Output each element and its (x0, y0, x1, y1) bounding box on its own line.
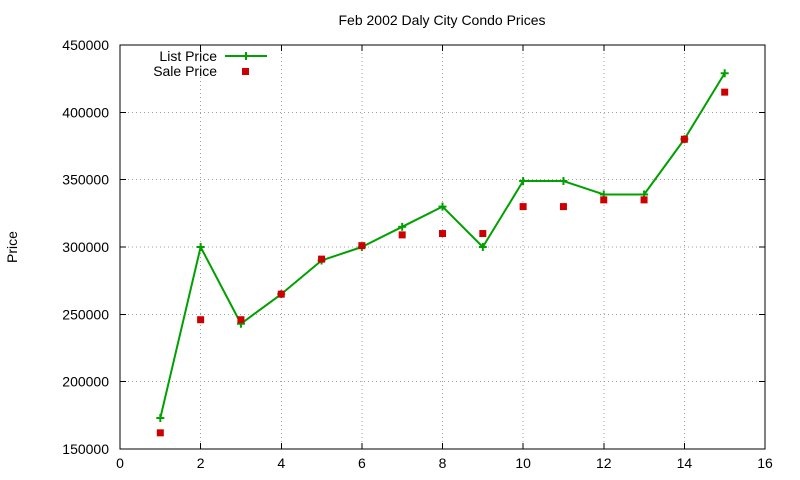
data-point-sale-price (318, 255, 326, 263)
data-point-sale-price (277, 290, 285, 298)
data-point-sale-price (559, 203, 567, 211)
data-point-sale-price (721, 88, 729, 96)
data-point-sale-price (439, 230, 446, 238)
y-tick-label: 300000 (62, 239, 109, 255)
legend-label-list-price: List Price (159, 48, 217, 64)
x-tick-label: 6 (358, 455, 366, 471)
x-tick-label: 12 (596, 455, 612, 471)
data-point-sale-price (398, 231, 406, 239)
data-point-sale-price (237, 316, 245, 324)
x-tick-label: 0 (116, 455, 124, 471)
data-point-list-price (196, 243, 205, 251)
x-tick-label: 10 (515, 455, 531, 471)
y-axis-label: Price (4, 231, 20, 263)
data-point-list-price (559, 177, 568, 186)
data-point-list-price (720, 69, 729, 78)
data-point-list-price (438, 202, 447, 211)
y-tick-label: 350000 (62, 172, 109, 188)
data-point-sale-price (600, 196, 608, 204)
data-point-sale-price (358, 242, 366, 250)
axis-ticks (119, 44, 766, 450)
x-tick-label: 14 (677, 455, 693, 471)
data-point-sale-price (640, 196, 648, 204)
data-point-list-price (478, 243, 487, 251)
chart-title: Feb 2002 Daly City Condo Prices (339, 12, 546, 28)
x-tick-label: 2 (197, 455, 205, 471)
legend-marker-list-price (242, 52, 250, 60)
y-tick-label: 450000 (62, 37, 109, 53)
plot-series (156, 69, 729, 437)
data-point-sale-price (156, 429, 164, 437)
y-tick-label: 400000 (62, 104, 109, 120)
data-point-list-price (519, 177, 528, 186)
data-point-list-price (156, 414, 165, 423)
grid (120, 45, 765, 449)
x-tick-label: 8 (439, 455, 447, 471)
data-point-sale-price (519, 203, 527, 211)
y-tick-label: 250000 (62, 306, 109, 322)
plot-frame (119, 44, 766, 450)
legend: List Price Sale Price (153, 48, 267, 79)
y-tick-label: 200000 (62, 374, 109, 390)
x-tick-label: 4 (277, 455, 285, 471)
data-point-sale-price (680, 135, 688, 143)
data-point-list-price (398, 222, 407, 231)
data-point-sale-price (197, 316, 205, 324)
data-point-sale-price (479, 230, 487, 238)
legend-label-sale-price: Sale Price (153, 63, 217, 79)
tick-labels: 0 2 4 6 8 10 12 14 16 150000 200000 250000 300000 350… (62, 37, 773, 471)
series-sale-price (156, 88, 729, 437)
y-tick-label: 150000 (62, 441, 109, 457)
legend-marker-sale-price (242, 68, 249, 75)
x-tick-label: 16 (757, 455, 773, 471)
